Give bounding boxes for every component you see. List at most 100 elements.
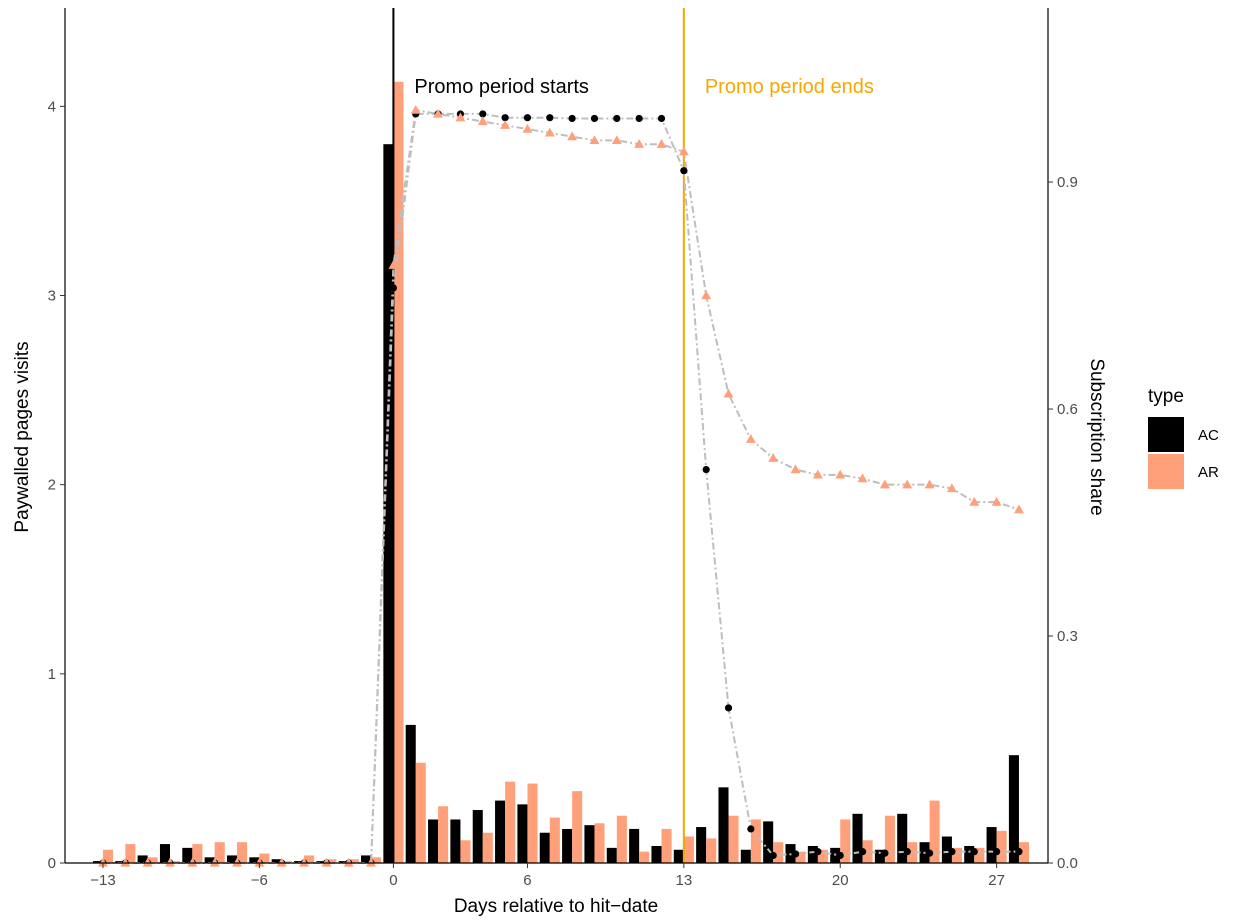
point-ac bbox=[568, 114, 576, 123]
point-ar bbox=[410, 104, 421, 114]
bar-ac bbox=[361, 855, 372, 863]
points-layer bbox=[98, 104, 1024, 867]
point-ar bbox=[879, 479, 890, 489]
point-ac bbox=[858, 848, 867, 856]
bar-ar bbox=[460, 840, 471, 863]
y-tick-label: 0 bbox=[48, 855, 56, 872]
y-tick-label: 3 bbox=[48, 288, 56, 305]
bar-ac bbox=[249, 857, 260, 863]
bar-ar bbox=[728, 815, 739, 863]
x-tick-label: 27 bbox=[988, 872, 1005, 889]
bar-ar bbox=[616, 815, 627, 863]
bar-ar bbox=[393, 81, 404, 863]
bar-ar bbox=[1018, 842, 1030, 863]
point-ac bbox=[680, 167, 688, 175]
bar-ac bbox=[1008, 755, 1019, 863]
bar-ar bbox=[527, 783, 538, 863]
point-ar bbox=[589, 135, 600, 145]
bar-ac bbox=[539, 832, 550, 863]
bar-ac bbox=[450, 819, 461, 863]
legend-label-ac: AC bbox=[1198, 427, 1219, 444]
bar-ar bbox=[415, 762, 426, 863]
bar-ar bbox=[192, 844, 203, 863]
bar-ac bbox=[562, 828, 573, 863]
point-ar bbox=[857, 473, 868, 483]
point-ar bbox=[165, 857, 175, 867]
point-ac bbox=[970, 848, 978, 856]
y-tick-label: 4 bbox=[48, 98, 56, 115]
point-ar bbox=[723, 388, 734, 398]
point-ar bbox=[969, 496, 980, 506]
y2-tick-label: 0.9 bbox=[1057, 174, 1078, 191]
bar-ac bbox=[986, 827, 997, 863]
bar-ac bbox=[271, 859, 282, 863]
bar-ar bbox=[907, 842, 918, 863]
bar-ac bbox=[763, 821, 774, 863]
bar-ac bbox=[673, 849, 684, 863]
y2-tick-label: 0.0 bbox=[1057, 855, 1078, 872]
bar-ac bbox=[807, 845, 818, 863]
bar-ac bbox=[897, 813, 908, 863]
y-tick-label: 2 bbox=[48, 477, 56, 494]
point-ar bbox=[321, 857, 332, 867]
bar-ac bbox=[159, 844, 170, 863]
point-ac bbox=[1015, 848, 1023, 856]
point-ac bbox=[724, 704, 733, 712]
point-ar bbox=[276, 857, 287, 867]
bar-ar bbox=[102, 849, 114, 863]
bar-ar bbox=[773, 842, 784, 863]
bar-ac bbox=[651, 845, 662, 863]
bar-ar bbox=[125, 844, 136, 863]
bar-ar bbox=[147, 857, 158, 863]
bar-ac bbox=[696, 827, 707, 863]
bar-ac bbox=[495, 800, 506, 863]
bar-ar bbox=[795, 851, 806, 863]
x-tick-label: −6 bbox=[251, 872, 268, 889]
point-ar bbox=[656, 138, 667, 148]
legend-title: type bbox=[1148, 386, 1184, 407]
bar-ar bbox=[594, 823, 605, 863]
y-axis-title: Paywalled pages visits bbox=[12, 341, 33, 532]
bar-ar bbox=[862, 840, 873, 863]
x-tick-label: 6 bbox=[523, 872, 531, 889]
x-axis-title: Days relative to hit−date bbox=[454, 896, 658, 917]
bar-ar bbox=[840, 819, 851, 863]
point-ar bbox=[678, 146, 689, 156]
point-ar bbox=[701, 290, 712, 300]
bar-ac bbox=[226, 855, 238, 863]
point-ac bbox=[657, 114, 666, 123]
legend-key-ar bbox=[1148, 454, 1184, 489]
point-ar bbox=[232, 857, 242, 867]
x-tick-label: 0 bbox=[389, 872, 397, 889]
point-ac bbox=[546, 114, 554, 122]
bar-ar bbox=[572, 791, 583, 863]
point-ac bbox=[814, 848, 822, 856]
point-ar bbox=[142, 857, 153, 867]
point-ac bbox=[635, 114, 643, 123]
point-ar bbox=[209, 857, 220, 867]
point-ar bbox=[634, 138, 645, 148]
bar-ac bbox=[92, 861, 103, 863]
point-ar bbox=[812, 469, 823, 479]
point-ar bbox=[902, 479, 913, 489]
bar-ac bbox=[964, 845, 975, 863]
bar-ar bbox=[505, 781, 516, 863]
bar-ac bbox=[584, 825, 595, 863]
bar-ac bbox=[606, 847, 617, 863]
bar-ar bbox=[996, 830, 1007, 863]
bar-ar bbox=[974, 847, 985, 863]
x-tick-label: 20 bbox=[832, 872, 849, 889]
point-ar bbox=[120, 857, 131, 867]
bar-ar bbox=[884, 815, 895, 863]
point-ac bbox=[881, 849, 889, 857]
legend-key-ac bbox=[1148, 417, 1184, 452]
bar-ac bbox=[405, 724, 416, 863]
point-ar bbox=[946, 483, 957, 493]
point-ar bbox=[388, 260, 399, 269]
point-ac bbox=[523, 114, 532, 122]
bar-ar bbox=[170, 861, 181, 863]
point-ar bbox=[544, 127, 555, 137]
point-ar bbox=[98, 857, 108, 867]
point-ac bbox=[993, 848, 1001, 856]
